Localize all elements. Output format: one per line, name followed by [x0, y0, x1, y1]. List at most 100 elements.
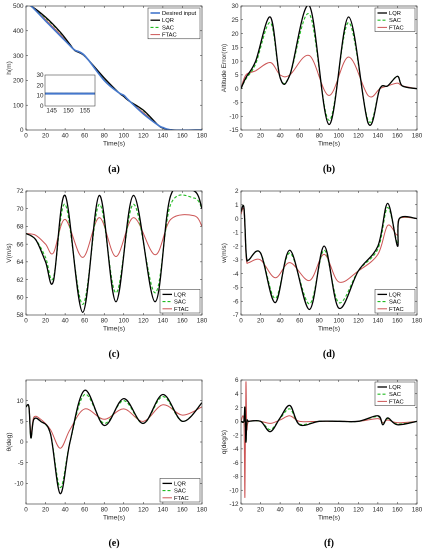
legend-box	[374, 289, 416, 314]
y-tick-label: 2	[235, 405, 239, 412]
y-tick-label: 5	[20, 419, 24, 426]
y-tick-label: 62	[16, 277, 24, 284]
y-tick-label: 400	[13, 28, 24, 35]
y-tick-label: 100	[13, 102, 24, 109]
x-tick-label: 120	[138, 507, 149, 514]
legend-label: FTAC	[174, 496, 189, 502]
legend-label: Desired input	[162, 11, 197, 17]
series-line-sac	[26, 194, 202, 305]
y-tick-label: -10	[229, 113, 239, 120]
legend-label: SAC	[389, 300, 401, 306]
x-tick-label: 140	[158, 507, 169, 514]
x-axis-label: Time(s)	[103, 326, 125, 333]
y-tick-label: -2	[233, 243, 239, 250]
x-tick-label: 40	[62, 133, 70, 140]
series-line-lqr	[26, 389, 202, 495]
y-tick-label: -1	[233, 230, 239, 237]
series-group	[26, 191, 202, 313]
y-axis-label: θ(deg)	[6, 432, 13, 451]
y-tick-label: -5	[233, 100, 239, 107]
x-tick-label: 20	[42, 318, 50, 325]
legend-box	[159, 289, 201, 314]
y-tick-label: 300	[13, 53, 24, 60]
axes-frame	[240, 379, 418, 505]
x-axis-label: Time(s)	[318, 141, 340, 148]
series-group	[26, 6, 202, 130]
legend-label: LQR	[174, 292, 186, 298]
legend-label: LQR	[174, 481, 186, 487]
y-tick-label: 70	[16, 206, 24, 213]
y-tick-label: 500	[13, 3, 24, 10]
y-axis-label: h(m)	[6, 61, 13, 75]
x-tick-label: 140	[158, 133, 169, 140]
y-tick-label: 72	[16, 188, 24, 195]
inset-y-tick-label: 20	[36, 82, 44, 89]
chart-panel-c: 0 20 40 60 80 100 120 140 160 180 58 60 62 64 66 68 70 72…	[6, 188, 208, 333]
x-tick-label: 0	[24, 133, 28, 140]
x-axis-label: Time(s)	[103, 515, 125, 522]
legend-label: FTAC	[174, 307, 189, 313]
x-tick-label: 160	[392, 133, 403, 140]
x-tick-label: 40	[62, 318, 70, 325]
series-line-lqr	[26, 191, 202, 313]
inset-y-tick-label: 10	[36, 93, 44, 100]
axes-frame	[240, 5, 418, 131]
axes-frame	[240, 190, 418, 316]
y-tick-label: -5	[18, 460, 24, 467]
y-tick-label: -10	[229, 487, 239, 494]
y-tick-label: -5	[233, 285, 239, 292]
x-tick-label: 120	[353, 133, 364, 140]
x-tick-label: 180	[412, 318, 423, 325]
series-group	[241, 381, 417, 498]
chart-panel-a: 0 20 40 60 80 100 120 140 160 1800100200300400500…	[6, 3, 208, 147]
axes-frame	[25, 190, 203, 316]
x-tick-label: 100	[119, 133, 130, 140]
x-tick-label: 20	[257, 133, 265, 140]
panel-caption: (a)	[108, 164, 120, 175]
inset-area	[45, 75, 95, 106]
x-tick-label: 60	[296, 318, 304, 325]
legend-label: FTAC	[389, 25, 404, 31]
x-tick-label: 0	[24, 318, 28, 325]
y-tick-label: 1	[235, 202, 239, 209]
series-line-desired-input	[26, 6, 202, 130]
y-tick-label: 6	[235, 377, 239, 384]
x-axis-label: Time(s)	[318, 326, 340, 333]
legend-label: SAC	[174, 489, 186, 495]
x-tick-label: 100	[119, 507, 130, 514]
panel-caption: (b)	[323, 164, 335, 175]
x-tick-label: 120	[138, 133, 149, 140]
x-tick-label: 100	[334, 133, 345, 140]
x-axis-label: Time(s)	[318, 515, 340, 522]
x-tick-label: 180	[197, 318, 208, 325]
y-tick-label: 58	[16, 312, 24, 319]
y-tick-label: -4	[233, 271, 239, 278]
x-tick-label: 40	[277, 318, 285, 325]
x-tick-label: 160	[392, 318, 403, 325]
y-tick-label: -2	[233, 432, 239, 439]
y-tick-label: 5	[235, 72, 239, 79]
legend-label: SAC	[162, 25, 174, 31]
y-tick-label: -3	[233, 257, 239, 264]
x-tick-label: 80	[316, 507, 324, 514]
inset-x-tick-label: 150	[63, 108, 74, 115]
series-line-lqr	[241, 404, 417, 443]
series-group	[241, 202, 417, 311]
x-tick-label: 180	[197, 507, 208, 514]
x-tick-label: 100	[334, 507, 345, 514]
inset-x-tick-label: 145	[46, 108, 57, 115]
inset-frame	[44, 74, 96, 107]
y-tick-label: 10	[231, 58, 239, 65]
y-axis-label: q(deg/s)	[221, 430, 228, 454]
y-tick-label: 30	[231, 3, 239, 10]
x-tick-label: 0	[239, 133, 243, 140]
x-tick-label: 160	[177, 133, 188, 140]
x-tick-label: 0	[239, 318, 243, 325]
legend-box	[374, 381, 416, 406]
panel-caption: (f)	[324, 538, 334, 549]
x-tick-label: 160	[392, 507, 403, 514]
legend-label: FTAC	[389, 399, 404, 405]
x-tick-label: 60	[296, 133, 304, 140]
